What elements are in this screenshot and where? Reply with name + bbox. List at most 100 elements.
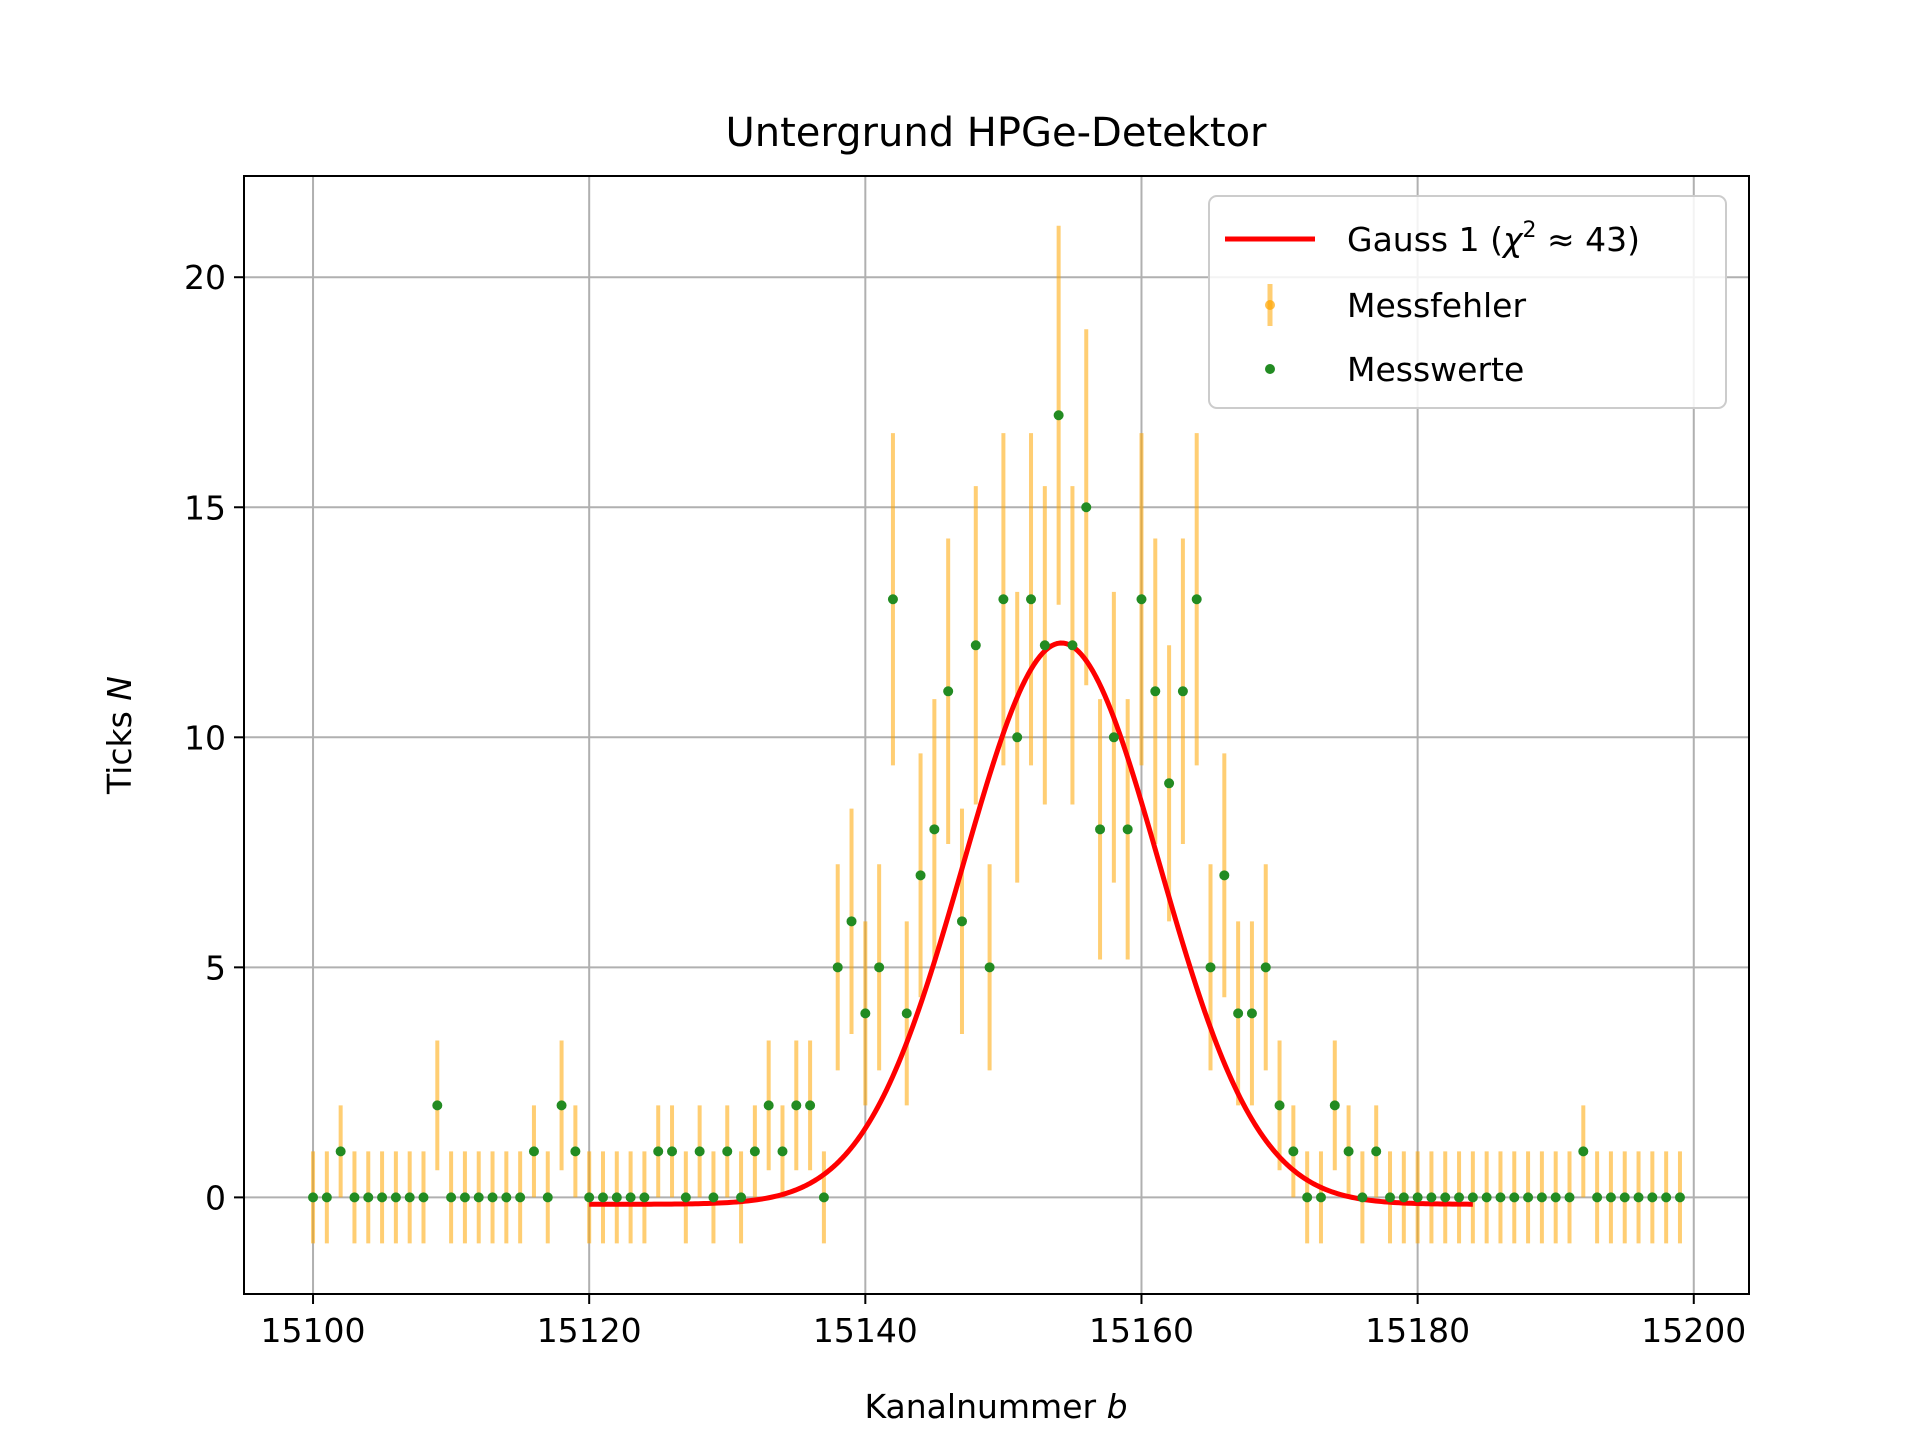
data-point xyxy=(1150,686,1161,697)
data-point xyxy=(363,1192,374,1203)
data-point xyxy=(708,1192,719,1203)
data-point xyxy=(597,1192,608,1203)
x-axis-label-text: Kanalnummer xyxy=(864,1387,1106,1426)
data-point xyxy=(1095,824,1106,835)
data-point xyxy=(915,870,926,881)
data-point xyxy=(1467,1192,1478,1203)
legend: Gauss 1 (χ2 ≈ 43) Messfehler Messwerte xyxy=(1208,195,1727,409)
data-point xyxy=(1329,1100,1340,1111)
data-point xyxy=(984,962,995,973)
data-point xyxy=(667,1146,678,1157)
data-point xyxy=(1274,1100,1285,1111)
data-point xyxy=(501,1192,512,1203)
data-point xyxy=(832,962,843,973)
data-point xyxy=(1357,1192,1368,1203)
data-point xyxy=(1605,1192,1616,1203)
legend-errors-marker xyxy=(1265,300,1275,310)
y-axis-label: Ticks N xyxy=(100,676,139,795)
data-point xyxy=(556,1100,567,1111)
data-point xyxy=(390,1192,401,1203)
data-point xyxy=(1039,640,1050,651)
data-point xyxy=(1426,1192,1437,1203)
data-point xyxy=(1205,962,1216,973)
data-point xyxy=(680,1192,691,1203)
data-point xyxy=(694,1146,705,1157)
data-point xyxy=(473,1192,484,1203)
legend-box xyxy=(1208,195,1727,409)
data-point xyxy=(1495,1192,1506,1203)
data-point xyxy=(1288,1146,1299,1157)
data-point xyxy=(1454,1192,1465,1203)
data-point xyxy=(1108,732,1119,743)
data-point xyxy=(1343,1146,1354,1157)
data-point xyxy=(1136,594,1147,605)
x-tick-label: 15160 xyxy=(1089,1311,1194,1350)
fit-curve xyxy=(589,640,1473,1207)
data-point xyxy=(335,1146,346,1157)
data-point xyxy=(1012,732,1023,743)
data-point xyxy=(1440,1192,1451,1203)
x-tick-label: 15100 xyxy=(261,1311,366,1350)
data-point xyxy=(1619,1192,1630,1203)
legend-fit-chi: χ xyxy=(1501,220,1524,259)
x-axis-label-var: b xyxy=(1107,1387,1128,1426)
legend-points-marker xyxy=(1265,364,1275,374)
data-point xyxy=(584,1192,595,1203)
data-point xyxy=(487,1192,498,1203)
data-point xyxy=(1371,1146,1382,1157)
data-point xyxy=(515,1192,526,1203)
data-point xyxy=(625,1192,636,1203)
data-point xyxy=(998,594,1009,605)
data-point xyxy=(956,916,967,927)
data-point xyxy=(321,1192,332,1203)
data-point xyxy=(818,1192,829,1203)
data-point xyxy=(1385,1192,1396,1203)
data-point xyxy=(887,594,898,605)
data-point xyxy=(1578,1146,1589,1157)
y-tick-label: 0 xyxy=(205,1178,226,1217)
x-tick-label: 15200 xyxy=(1641,1311,1746,1350)
fit-line xyxy=(589,640,1473,1207)
data-point xyxy=(1233,1008,1244,1019)
data-point xyxy=(377,1192,388,1203)
data-point xyxy=(349,1192,360,1203)
data-point xyxy=(736,1192,747,1203)
data-point xyxy=(308,1192,319,1203)
chart-title: Untergrund HPGe-Detektor xyxy=(725,110,1267,156)
y-axis-label-text: Ticks xyxy=(100,701,139,795)
data-point xyxy=(1081,502,1092,513)
data-point xyxy=(749,1146,760,1157)
legend-fit-prefix: Gauss 1 ( xyxy=(1347,220,1503,259)
data-point xyxy=(1302,1192,1313,1203)
data-point xyxy=(1564,1192,1575,1203)
legend-fit-sup: 2 xyxy=(1522,218,1536,243)
data-point xyxy=(1067,640,1078,651)
data-point xyxy=(860,1008,871,1019)
x-axis-label: Kanalnummer b xyxy=(864,1387,1127,1426)
data-point xyxy=(763,1100,774,1111)
data-point xyxy=(846,916,857,927)
legend-fit-suffix: ≈ 43) xyxy=(1536,220,1640,259)
data-point xyxy=(1523,1192,1534,1203)
data-point xyxy=(1164,778,1175,789)
data-point xyxy=(1509,1192,1520,1203)
data-point xyxy=(1315,1192,1326,1203)
data-point xyxy=(929,824,940,835)
data-point xyxy=(1647,1192,1658,1203)
data-point xyxy=(432,1100,443,1111)
legend-fit-label: Gauss 1 (χ2 ≈ 43) xyxy=(1347,218,1640,259)
data-point xyxy=(1674,1192,1685,1203)
x-axis: 15100 15120 15140 15160 15180 15200 xyxy=(261,1294,1746,1350)
data-point xyxy=(1219,870,1230,881)
data-point xyxy=(1122,824,1133,835)
data-point xyxy=(1412,1192,1423,1203)
x-tick-label: 15180 xyxy=(1365,1311,1470,1350)
x-tick-label: 15140 xyxy=(813,1311,918,1350)
y-axis-label-var: N xyxy=(100,676,139,701)
y-tick-label: 5 xyxy=(205,948,226,987)
data-point xyxy=(1592,1192,1603,1203)
data-point xyxy=(1536,1192,1547,1203)
data-point xyxy=(570,1146,581,1157)
plot-frame xyxy=(243,175,1750,1295)
